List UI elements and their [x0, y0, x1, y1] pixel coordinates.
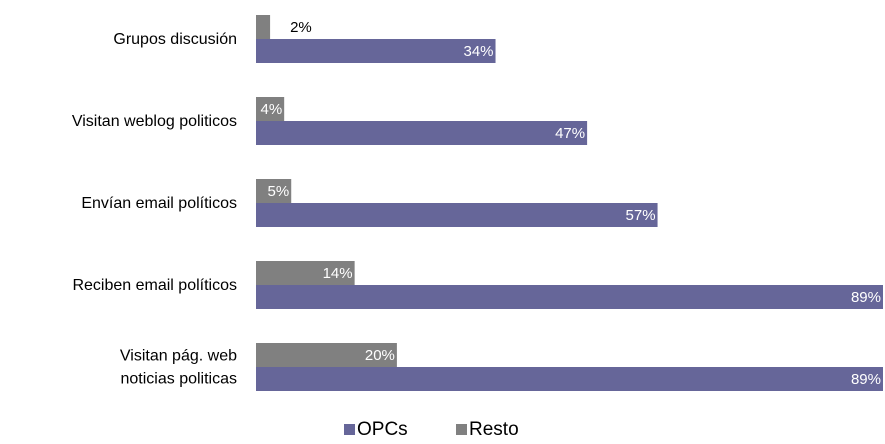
category-label-line: Visitan weblog politicos — [72, 113, 237, 130]
opcs-value-label: 89% — [851, 289, 881, 306]
bar-opcs — [256, 367, 883, 391]
resto-value-label: 14% — [323, 265, 353, 282]
legend-swatch-opcs — [344, 424, 355, 435]
bar-resto — [256, 15, 271, 39]
opcs-value-label: 57% — [626, 207, 656, 224]
legend-label-opcs: OPCs — [357, 419, 408, 439]
bar-resto — [256, 343, 397, 367]
resto-value-label: 20% — [365, 347, 395, 364]
category-label-visitan-pag-web-noticias-politicas: Visitan pág. web noticias politicas — [120, 348, 237, 388]
bar-resto — [256, 97, 285, 121]
category-label-visitan-weblog-politicos: Visitan weblog politicos — [72, 113, 237, 130]
category-label-line: noticias politicas — [121, 371, 238, 388]
category-label-line: Reciben email políticos — [72, 277, 237, 294]
category-label-line: Envían email políticos — [81, 195, 237, 212]
category-label-line: Visitan pág. web — [120, 348, 237, 365]
resto-value-label: 2% — [290, 19, 312, 36]
category-label-reciben-email-politicos: Reciben email políticos — [72, 277, 237, 294]
opcs-value-label: 47% — [555, 125, 585, 142]
category-label-grupos-discusion: Grupos discusión — [113, 31, 237, 48]
opcs-value-label: 89% — [851, 371, 881, 388]
bar-opcs — [256, 285, 883, 309]
legend-swatch-resto — [456, 424, 467, 435]
bar-resto — [256, 261, 355, 285]
bar-opcs — [256, 121, 588, 145]
plot-area: 2% 34% Grupos discusión 4% 47% Visitan weblog… — [72, 15, 883, 391]
category-label-envian-email-politicos: Envían email políticos — [81, 195, 237, 212]
bar-opcs — [256, 39, 496, 63]
legend: OPCs Resto — [344, 419, 519, 440]
category-label-line: Grupos discusión — [113, 31, 237, 48]
bar-resto — [256, 179, 292, 203]
opcs-value-label: 34% — [463, 43, 493, 60]
resto-value-label: 5% — [268, 183, 290, 200]
legend-label-resto: Resto — [469, 419, 519, 439]
bar-opcs — [256, 203, 658, 227]
resto-value-label: 4% — [260, 101, 282, 118]
